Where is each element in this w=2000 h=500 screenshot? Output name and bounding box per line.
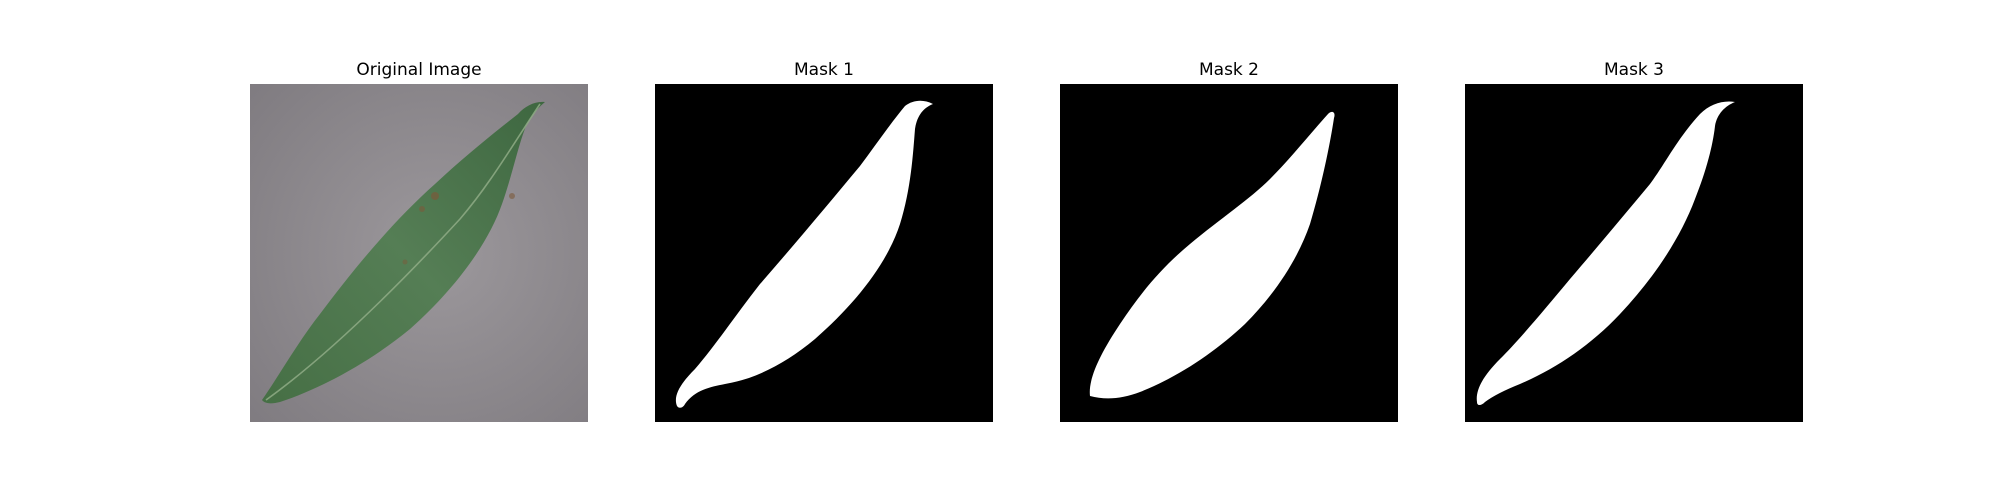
- mask-2-title: Mask 2: [1198, 60, 1259, 80]
- mask-2-panel: Mask 2: [1060, 58, 1398, 422]
- mask-3-panel: Mask 3: [1465, 58, 1803, 422]
- original-leaf-photo: [250, 84, 588, 422]
- mask-1-panel: Mask 1: [655, 58, 993, 422]
- mask-3-artifact: [1735, 159, 1738, 162]
- leaf-spot: [431, 192, 439, 200]
- leaf-midrib: [265, 103, 541, 401]
- leaf-spot: [509, 193, 515, 199]
- original-image-title: Original Image: [356, 60, 482, 80]
- mask-1-shape: [675, 100, 933, 408]
- mask-3-title: Mask 3: [1603, 60, 1664, 80]
- mask-1-title: Mask 1: [793, 60, 854, 80]
- original-image-panel: Original Image: [250, 58, 588, 422]
- mask-2-shape: [1089, 111, 1335, 399]
- leaf-spot: [419, 206, 425, 212]
- leaf-shape: [262, 101, 545, 404]
- leaf-spot: [402, 259, 408, 265]
- mask-2-image: [1060, 84, 1398, 422]
- mask-3-artifact: [1729, 176, 1732, 180]
- mask-1-image: [655, 84, 993, 422]
- mask-3-shape: [1476, 101, 1735, 405]
- mask-3-image: [1465, 84, 1803, 422]
